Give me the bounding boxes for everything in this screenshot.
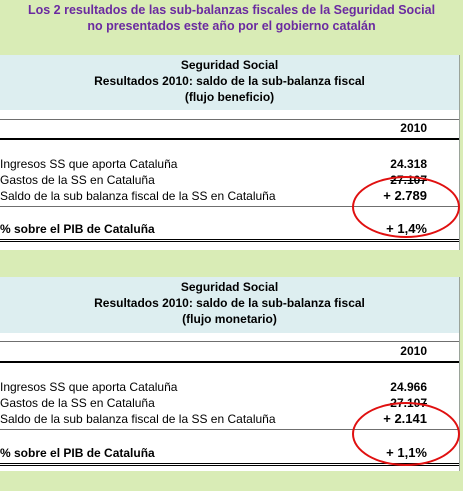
divider [0,138,459,140]
row-value: 24.966 [390,380,427,394]
row-label: Gastos de la SS en Cataluña [0,396,155,410]
panel-title: Seguridad Social [180,280,279,294]
year-header: 2010 [400,344,427,358]
row-label: Ingresos SS que aporta Cataluña [0,380,178,394]
table-row: Ingresos SS que aporta Cataluña 24.318 [0,156,459,172]
annotation-circle [352,402,460,466]
divider [0,206,459,207]
headline-line-2: no presentados este año por el gobierno … [87,19,376,33]
panel-flow: (flujo monetario) [182,312,277,326]
divider [0,239,459,242]
divider [0,341,459,342]
pib-label: % sobre el PIB de Cataluña [0,222,155,236]
year-header: 2010 [400,121,427,135]
panel-subtitle: Resultados 2010: saldo de la sub-balanza… [94,74,365,88]
divider [0,119,459,120]
row-label: Saldo de la sub balanza fiscal de la SS … [0,189,276,203]
panel-header: Seguridad Social Resultados 2010: saldo … [0,55,459,110]
row-label: Gastos de la SS en Cataluña [0,173,155,187]
annotation-circle [352,176,460,238]
divider [0,429,459,430]
table-row: Ingresos SS que aporta Cataluña 24.966 [0,379,459,395]
panel-header: Seguridad Social Resultados 2010: saldo … [0,277,459,333]
divider [0,463,459,466]
row-label: Ingresos SS que aporta Cataluña [0,157,178,171]
panel-flow: (flujo beneficio) [184,90,275,104]
row-label: Saldo de la sub balanza fiscal de la SS … [0,412,276,426]
headline: Los 2 resultados de las sub-balanzas fis… [0,2,463,34]
panel-title: Seguridad Social [180,58,279,72]
divider [0,361,459,363]
row-value: 24.318 [390,157,427,171]
headline-line-1: Los 2 resultados de las sub-balanzas fis… [27,3,436,17]
pib-label: % sobre el PIB de Cataluña [0,446,155,460]
panel-subtitle: Resultados 2010: saldo de la sub-balanza… [94,296,365,310]
